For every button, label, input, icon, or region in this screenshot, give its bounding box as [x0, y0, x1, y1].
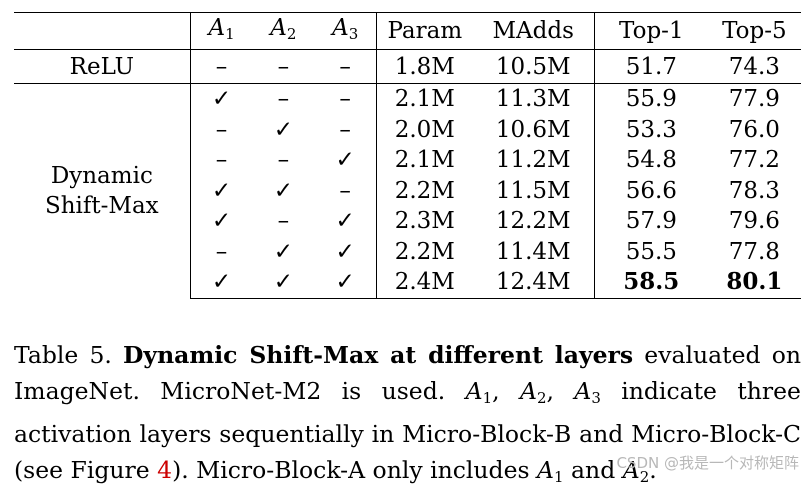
top5-cell: 76.0 [728, 116, 780, 143]
top1-cell: 55.9 [593, 83, 708, 115]
a3-cell: – [339, 177, 351, 204]
header-a3: A3 [314, 12, 377, 50]
caption-text-4: and [563, 456, 623, 484]
a1-cell: ✓ [189, 267, 253, 299]
madds-cell: 10.5M [472, 49, 595, 84]
caption-text-1: evaluated on ImageNet. MicroNet-M2 is us… [14, 341, 801, 405]
table-row: – – ✓ 2.1M 11.2M 54.8 77.2 [14, 145, 801, 176]
a3-cell: ✓ [335, 238, 355, 265]
caption-sep: , [492, 377, 520, 405]
top1-cell: 57.9 [593, 206, 708, 237]
header-madds: MAdds [472, 12, 595, 50]
a1-cell: ✓ [189, 83, 253, 115]
top1-cell: 55.5 [593, 236, 708, 267]
a3-cell: – [314, 49, 377, 84]
header-method [14, 12, 191, 50]
caption-b2: A2 [622, 456, 650, 486]
a1-cell: – [189, 114, 253, 145]
watermark: CSDN @我是一个对称矩阵 [616, 454, 799, 472]
method-line-2: Shift-Max [44, 193, 159, 219]
param-cell: 2.2M [376, 175, 473, 206]
top5-cell: 77.8 [728, 238, 780, 265]
caption-text-2: indicate three activation layers sequent… [14, 377, 801, 484]
param-cell: 2.0M [376, 114, 473, 145]
method-cell-dynamic: Dynamic Shift-Max [14, 84, 190, 299]
caption-text-3: ). Micro-Block-A only includes [172, 456, 538, 484]
top5-cell: 79.6 [728, 208, 780, 235]
madds-cell: 11.2M [495, 147, 571, 174]
table-row: ✓ – ✓ 2.3M 12.2M 57.9 79.6 [14, 206, 801, 237]
madds-cell: 11.4M [495, 238, 571, 265]
param-cell: 2.2M [376, 236, 473, 267]
madds-cell: 12.2M [495, 208, 571, 235]
a3-cell: – [339, 86, 351, 113]
method-line-1: Dynamic [50, 163, 153, 189]
method-cell: ReLU [14, 49, 191, 84]
caption-a1: A1 [465, 377, 493, 407]
figure-ref-link[interactable]: 4 [157, 456, 173, 484]
madds-cell: 12.4M [472, 267, 595, 299]
header-param: Param [376, 12, 473, 50]
caption-prefix: Table 5. [14, 341, 124, 369]
caption-title: Dynamic Shift-Max at different layers [123, 341, 634, 369]
top1-cell: 56.6 [593, 175, 708, 206]
caption-a3: A3 [574, 377, 601, 407]
a3-cell: ✓ [314, 267, 377, 299]
top5-cell: 78.3 [728, 177, 780, 204]
table-row-best: ✓ ✓ ✓ 2.4M 12.4M 58.5 80.1 [14, 267, 801, 299]
table-row-relu: ReLU – – – 1.8M 10.5M 51.7 74.3 [14, 49, 801, 84]
top5-cell: 77.2 [728, 147, 780, 174]
header-row: A1 A2 A3 Param MAdds Top-1 Top-5 [14, 12, 801, 50]
header-top1: Top-1 [593, 12, 708, 50]
top1-cell-best: 58.5 [593, 267, 708, 299]
a2-cell: – [252, 49, 315, 84]
table-header: A1 A2 A3 Param MAdds Top-1 Top-5 [14, 12, 801, 50]
madds-cell: 11.3M [495, 86, 571, 113]
results-table: A1 A2 A3 Param MAdds Top-1 Top-5 ReLU – … [14, 12, 801, 299]
top1-cell: 51.7 [593, 49, 708, 84]
top5-cell: 77.9 [728, 86, 780, 113]
top5-cell-best: 80.1 [707, 267, 801, 299]
a2-cell: – [277, 86, 290, 113]
a1-cell: ✓ [189, 206, 253, 237]
madds-cell: 10.6M [495, 116, 571, 143]
a2-cell: ✓ [273, 238, 293, 265]
a2-cell: ✓ [273, 116, 293, 143]
dynamic-shift-max-section: Dynamic Shift-Max ✓ – – 2.1M 11.3M 55.9 … [14, 83, 801, 299]
a1-cell: – [189, 145, 253, 176]
caption-a2: A2 [519, 377, 547, 407]
results-table-wrapper: A1 A2 A3 Param MAdds Top-1 Top-5 ReLU – … [14, 12, 801, 299]
table-row: – ✓ – 2.0M 10.6M 53.3 76.0 [14, 114, 801, 145]
header-a1: A1 [189, 12, 253, 50]
header-top5: Top-5 [707, 12, 801, 50]
param-cell: 2.1M [376, 83, 473, 115]
table-row: Dynamic Shift-Max ✓ – – 2.1M 11.3M 55.9 … [14, 83, 801, 219]
table-row: ✓ ✓ – 2.2M 11.5M 56.6 78.3 [14, 175, 801, 206]
a2-cell: – [277, 208, 290, 235]
relu-section: ReLU – – – 1.8M 10.5M 51.7 74.3 [14, 49, 801, 84]
a2-cell: – [277, 147, 290, 174]
a3-cell: ✓ [335, 208, 355, 235]
a2-cell: ✓ [273, 177, 293, 204]
caption-text-5: . [649, 456, 657, 484]
header-a2: A2 [252, 12, 315, 50]
param-cell: 1.8M [376, 49, 473, 84]
param-cell: 2.1M [376, 145, 473, 176]
a3-cell: ✓ [335, 147, 355, 174]
madds-cell: 11.5M [495, 177, 571, 204]
param-cell: 2.3M [376, 206, 473, 237]
a2-cell: ✓ [252, 267, 315, 299]
table-caption: Table 5. Dynamic Shift-Max at different … [14, 337, 801, 495]
a1-cell: – [189, 236, 253, 267]
a1-cell: – [189, 49, 253, 84]
param-cell: 2.4M [376, 267, 473, 299]
caption-sep: , [546, 377, 575, 405]
top1-cell: 54.8 [593, 145, 708, 176]
top1-cell: 53.3 [593, 114, 708, 145]
a3-cell: – [339, 116, 351, 143]
a1-cell: ✓ [189, 175, 253, 206]
caption-b1: A1 [537, 456, 564, 486]
table-row: – ✓ ✓ 2.2M 11.4M 55.5 77.8 [14, 236, 801, 267]
top5-cell: 74.3 [707, 49, 801, 84]
